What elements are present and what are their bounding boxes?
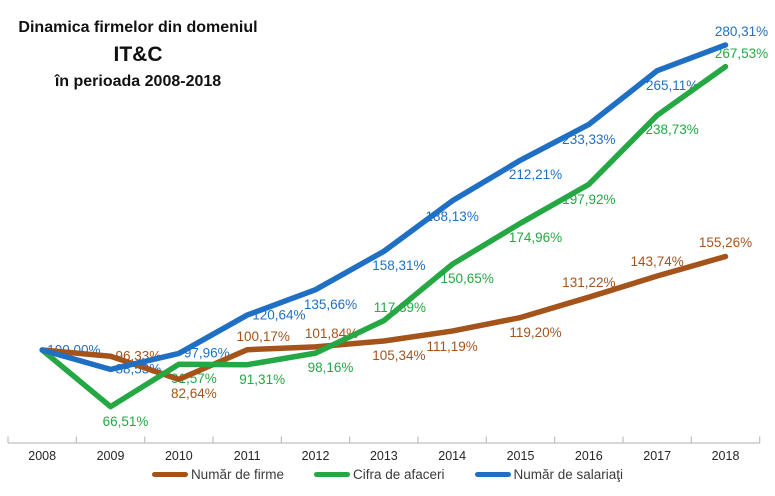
legend-swatch-line-icon	[474, 472, 511, 477]
x-axis-label-2009: 2009	[96, 449, 125, 463]
x-axis-label-2014: 2014	[438, 449, 467, 463]
legend-item-numar-de-salariati: Număr de salariaţi	[474, 467, 624, 482]
x-axis-label-2015: 2015	[506, 449, 535, 463]
legend-label: Număr de salariaţi	[513, 467, 624, 482]
x-axis-label-2008: 2008	[28, 449, 57, 463]
legend-swatch-line-icon	[313, 472, 350, 477]
x-axis-label-2016: 2016	[574, 449, 603, 463]
legend-label: Număr de firme	[190, 467, 284, 482]
legend: Număr de firme Cifra de afaceri Număr de…	[0, 467, 775, 482]
x-axis-label-2018: 2018	[711, 449, 740, 463]
x-axis-label-2012: 2012	[301, 449, 330, 463]
data-label-2009-series-1: 66,51%	[102, 413, 149, 429]
legend-swatch-line-icon	[151, 472, 188, 477]
chart-title-line1: Dinamica firmelor din domeniul	[18, 19, 258, 36]
legend-item-numar-de-firme: Număr de firme	[151, 467, 284, 482]
legend-item-cifra-de-afaceri: Cifra de afaceri	[313, 467, 445, 482]
legend-label: Cifra de afaceri	[352, 467, 445, 482]
x-axis-label-2017: 2017	[643, 449, 672, 463]
x-axis-label-2011: 2011	[233, 449, 261, 463]
x-axis-label-2013: 2013	[369, 449, 398, 463]
x-axis-label-2010: 2010	[164, 449, 193, 463]
data-label-2018-series-2: 280,31%	[714, 23, 769, 39]
